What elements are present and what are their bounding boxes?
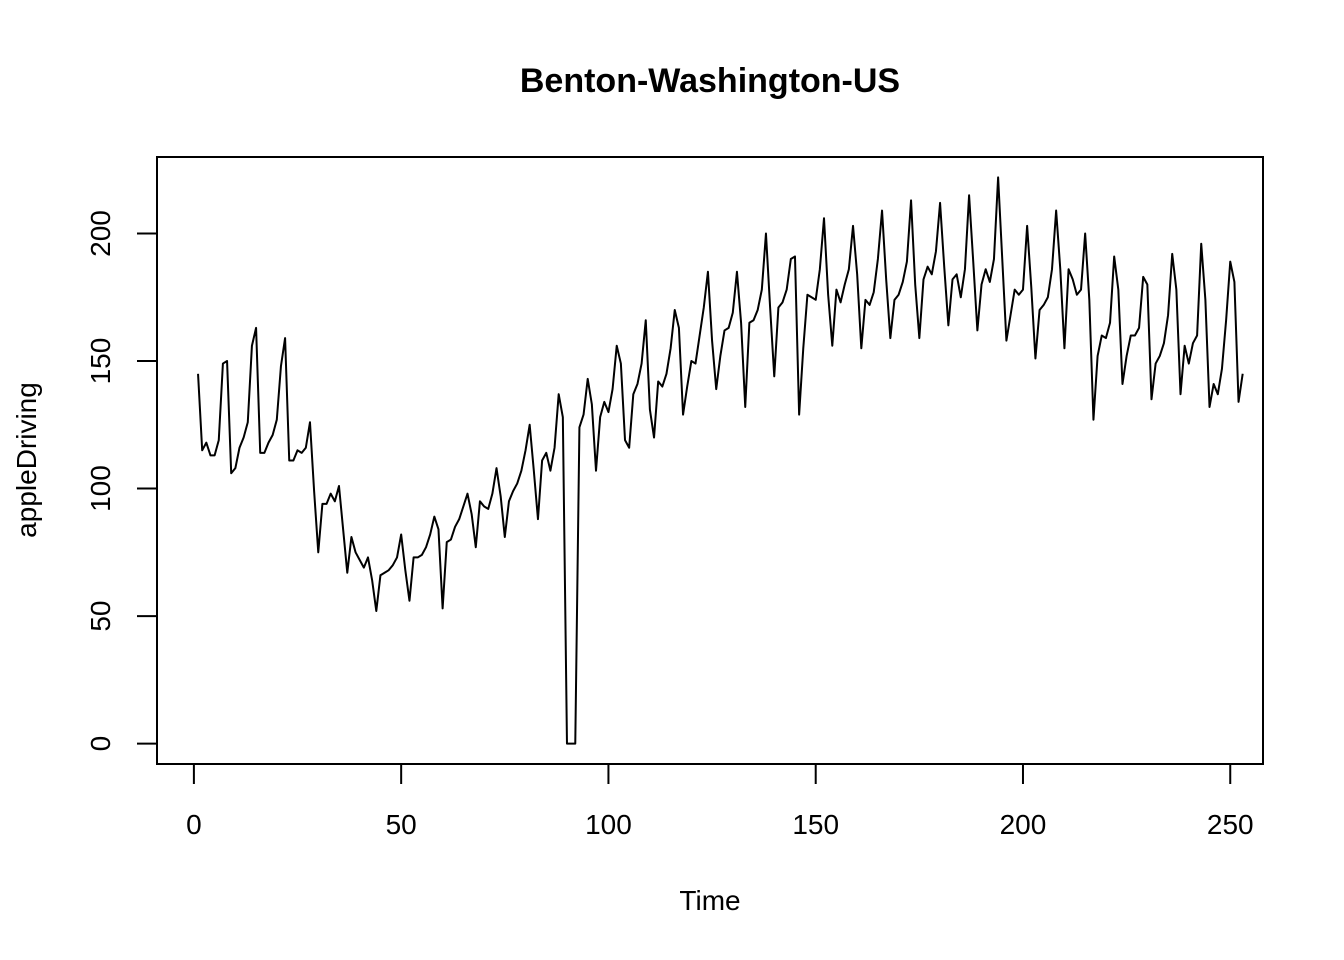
y-tick-label: 100 bbox=[85, 465, 116, 512]
plot-frame bbox=[156, 156, 1264, 765]
y-tick-label: 0 bbox=[85, 736, 116, 752]
y-tick-label: 50 bbox=[85, 600, 116, 631]
series-line bbox=[197, 176, 1244, 745]
series-group bbox=[197, 176, 1244, 745]
chart-title: Benton-Washington-US bbox=[520, 62, 900, 100]
x-tick-label: 0 bbox=[186, 809, 202, 840]
x-tick-label: 100 bbox=[585, 809, 632, 840]
x-axis-label: Time bbox=[679, 885, 740, 916]
x-tick-label: 50 bbox=[386, 809, 417, 840]
x-tick-label: 150 bbox=[792, 809, 839, 840]
y-axis: 0 50 100 150 200 bbox=[85, 210, 158, 752]
y-tick-label: 150 bbox=[85, 338, 116, 385]
x-tick-label: 200 bbox=[1000, 809, 1047, 840]
x-tick-label: 250 bbox=[1207, 809, 1254, 840]
y-tick-label: 200 bbox=[85, 210, 116, 257]
y-axis-label: appleDriving bbox=[11, 382, 42, 538]
x-axis: 0 50 100 150 200 250 bbox=[186, 763, 1254, 840]
